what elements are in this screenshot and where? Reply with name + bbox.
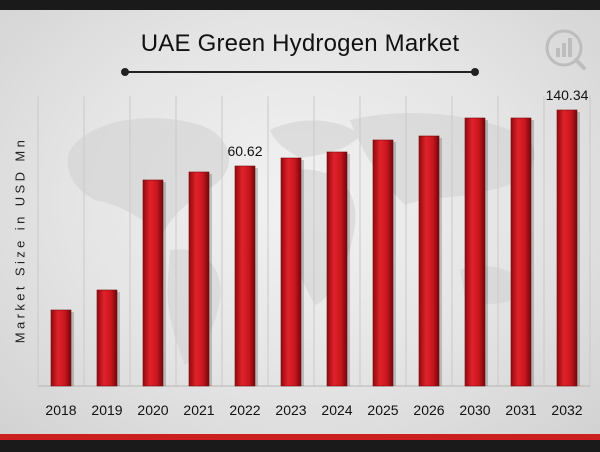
x-tick-label-2019: 2019 [91, 402, 122, 418]
bar-2019 [96, 289, 118, 387]
title-underline-dot-left [121, 68, 129, 76]
bar-2026 [418, 135, 440, 387]
x-tick-label-2018: 2018 [45, 402, 76, 418]
grid-lines [37, 96, 591, 387]
x-tick-label-2020: 2020 [137, 402, 168, 418]
bar-2032 [556, 109, 578, 387]
bar-2018 [50, 309, 72, 387]
title-underline [125, 71, 477, 73]
x-tick-label-2025: 2025 [367, 402, 398, 418]
x-tick-label-2022: 2022 [229, 402, 260, 418]
y-axis-label: Market Size in USD Mn [12, 136, 28, 344]
top-band [0, 0, 600, 10]
bar-2021 [188, 171, 210, 387]
bar-2024 [326, 151, 348, 387]
bar-2025 [372, 139, 394, 387]
bar-2030 [464, 117, 486, 387]
x-tick-label-2032: 2032 [551, 402, 582, 418]
x-tick-label-2031: 2031 [505, 402, 536, 418]
bar-2031 [510, 117, 532, 387]
bar-2022 [234, 165, 256, 387]
x-tick-label-2024: 2024 [321, 402, 352, 418]
chart-title: UAE Green Hydrogen Market [140, 30, 460, 57]
x-tick-label-2021: 2021 [183, 402, 214, 418]
x-tick-label-2030: 2030 [459, 402, 490, 418]
data-label-2022: 60.62 [227, 143, 262, 159]
bottom-band [0, 440, 600, 452]
bottom-accent-bar [0, 434, 600, 440]
x-tick-label-2023: 2023 [275, 402, 306, 418]
bar-2020 [142, 179, 164, 387]
data-label-2032: 140.34 [546, 87, 589, 103]
x-tick-label-2026: 2026 [413, 402, 444, 418]
title-underline-dot-right [471, 68, 479, 76]
brand-logo-icon [545, 29, 586, 70]
bar-2023 [280, 157, 302, 387]
